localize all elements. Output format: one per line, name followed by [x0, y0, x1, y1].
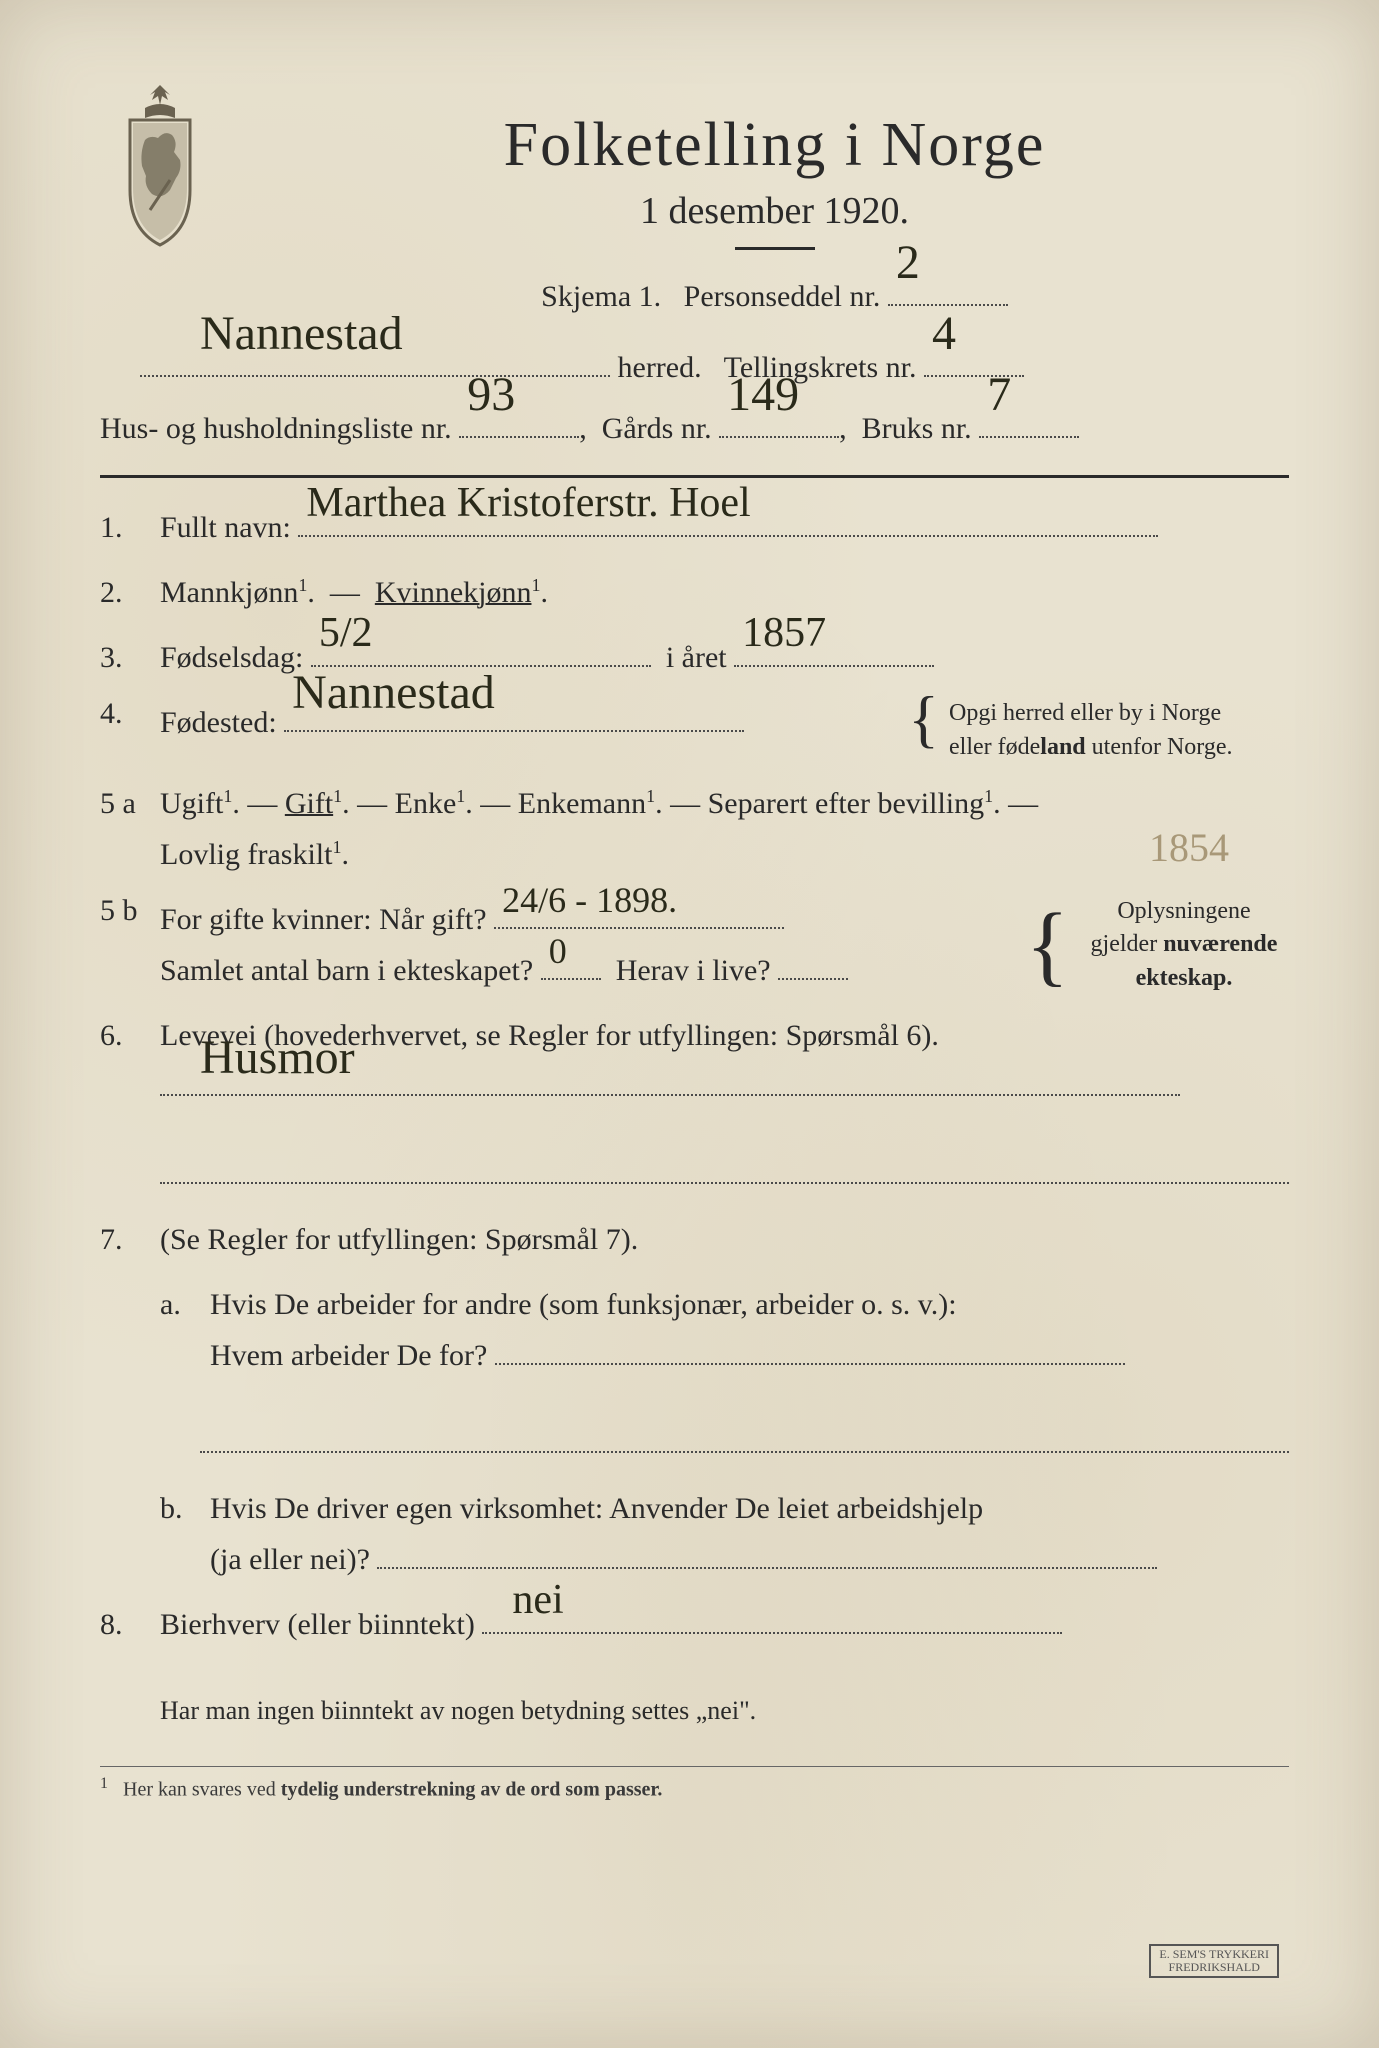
q2: 2. Mannkjønn1. — Kvinnekjønn1.	[100, 567, 1289, 618]
q2-num: 2.	[100, 576, 160, 610]
q7-label: (Se Regler for utfyllingen: Spørsmål 7).	[160, 1223, 638, 1256]
census-form-page: Folketelling i Norge 1 desember 1920. Sk…	[0, 0, 1379, 2048]
q5a-gift: Gift	[285, 787, 333, 820]
q4-brace: {	[908, 697, 939, 742]
q5b-val-b: 0	[549, 921, 567, 982]
personseddel-label: Personseddel nr.	[684, 280, 881, 313]
bruks-label: Bruks nr.	[862, 412, 972, 445]
q5b-brace: {	[1026, 914, 1069, 977]
title-block: Folketelling i Norge 1 desember 1920. Sk…	[260, 80, 1289, 329]
q5a-enkemann: Enkemann	[518, 787, 646, 820]
q5a-enke: Enke	[395, 787, 457, 820]
q3-label: Fødselsdag:	[160, 641, 303, 674]
q4-label: Fødested:	[160, 706, 277, 739]
schema-label: Skjema 1.	[541, 280, 661, 313]
printer-line1: E. SEM'S TRYKKERI	[1159, 1948, 1269, 1961]
q3-num: 3.	[100, 641, 160, 675]
q7a-blank-line	[200, 1411, 1289, 1453]
husliste-line: Hus- og husholdningsliste nr. 93 , Gårds…	[100, 400, 1289, 457]
footnote-text-a: Her kan svares ved	[123, 1778, 281, 1800]
herred-label: herred.	[618, 351, 702, 384]
q2-kvinnekjonn: Kvinnekjønn	[375, 576, 532, 609]
q5b-val-a: 24/6 - 1898.	[502, 870, 677, 931]
herred-line: Nannestad herred. Tellingskrets nr. 4	[100, 339, 1289, 396]
q5a: 5 a Ugift1. — Gift1. — Enke1. — Enkemann…	[100, 778, 1289, 880]
norwegian-coat-of-arms	[100, 80, 220, 250]
q8-num: 8.	[100, 1608, 160, 1642]
footnote-num: 1	[100, 1775, 108, 1792]
tellingskrets-value: 4	[932, 288, 956, 379]
q6-value: Husmor	[200, 1017, 355, 1099]
q1-num: 1.	[100, 511, 160, 545]
gards-value: 149	[727, 349, 799, 440]
q8: 8. Bierhverv (eller biinntekt) nei	[100, 1599, 1289, 1650]
q5a-separert: Separert efter bevilling	[708, 787, 985, 820]
q7b-text2: (ja eller nei)?	[210, 1543, 370, 1576]
q5b: 5 b For gifte kvinner: Når gift? 24/6 - …	[100, 894, 1289, 996]
q2-mannkjonn: Mannkjønn	[160, 576, 298, 609]
q7: 7. (Se Regler for utfyllingen: Spørsmål …	[100, 1214, 1289, 1265]
q7-num: 7.	[100, 1223, 160, 1257]
crest-svg	[100, 80, 220, 250]
printer-stamp: E. SEM'S TRYKKERI FREDRIKSHALD	[1149, 1944, 1279, 1978]
q4-side-c: utenfor Norge.	[1086, 734, 1233, 760]
q5b-label-a: For gifte kvinner: Når gift?	[160, 903, 487, 936]
q3: 3. Fødselsdag: 5/2 i året 1857	[100, 632, 1289, 683]
schema-line: Skjema 1. Personseddel nr. 2	[260, 268, 1289, 325]
herred-value: Nannestad	[200, 288, 403, 379]
q3-year: 1857	[742, 598, 826, 669]
q4: 4. Fødested: Nannestad { Opgi herred ell…	[100, 697, 1289, 764]
q7b: b. Hvis De driver egen virksomhet: Anven…	[160, 1483, 1289, 1585]
q4-num: 4.	[100, 697, 160, 731]
q7a-num: a.	[160, 1288, 210, 1322]
q5b-label-b: Samlet antal barn i ekteskapet?	[160, 954, 533, 987]
q1-label: Fullt navn:	[160, 511, 291, 544]
personseddel-value: 2	[896, 217, 920, 308]
q6-blank-line	[160, 1142, 1289, 1184]
q6-num: 6.	[100, 1019, 160, 1053]
q7b-text1: Hvis De driver egen virksomhet: Anvender…	[210, 1492, 983, 1525]
q5a-num: 5 a	[100, 787, 160, 821]
q4-side-b: eller føde	[949, 734, 1040, 760]
q8-value: nei	[512, 1565, 563, 1636]
q5a-ugift: Ugift	[160, 787, 223, 820]
q7b-num: b.	[160, 1492, 210, 1526]
husliste-label: Hus- og husholdningsliste nr.	[100, 412, 452, 445]
bruks-value: 7	[987, 349, 1011, 440]
gards-label: Gårds nr.	[602, 412, 712, 445]
q5a-pencil-note: 1854	[1149, 824, 1229, 871]
q1-value: Marthea Kristoferstr. Hoel	[306, 468, 750, 539]
q7a: a. Hvis De arbeider for andre (som funks…	[160, 1279, 1289, 1381]
subtitle: 1 desember 1920.	[260, 189, 1289, 233]
q7a-text2: Hvem arbeider De for?	[210, 1339, 487, 1372]
q2-sup2: 1	[531, 575, 540, 595]
q7a-text1: Hvis De arbeider for andre (som funksjon…	[210, 1288, 957, 1321]
husliste-value: 93	[467, 349, 515, 440]
printer-line2: FREDRIKSHALD	[1159, 1961, 1269, 1974]
q4-side-b-bold: land	[1040, 734, 1085, 760]
q5b-sidenote: Oplysningene gjelder nuværende ekteskap.	[1079, 895, 1289, 996]
q1: 1. Fullt navn: Marthea Kristoferstr. Hoe…	[100, 502, 1289, 553]
title-divider	[735, 247, 815, 250]
q3-year-label: i året	[666, 641, 727, 674]
q4-value: Nannestad	[292, 652, 495, 734]
q8-label: Bierhverv (eller biinntekt)	[160, 1608, 475, 1641]
q5b-num: 5 b	[100, 894, 160, 928]
footnote: 1 Her kan svares ved tydelig understrekn…	[100, 1766, 1289, 1802]
q5b-side-a: Oplysningene	[1117, 898, 1250, 924]
q4-side-a: Opgi herred eller by i Norge	[949, 700, 1221, 726]
main-title: Folketelling i Norge	[260, 110, 1289, 181]
q6: 6. Levevei (hovederhvervet, se Regler fo…	[100, 1010, 1289, 1112]
q5a-fraskilt: Lovlig fraskilt	[160, 838, 332, 871]
footnote-text-bold: tydelig understrekning av de ord som pas…	[281, 1778, 663, 1800]
q2-sup1: 1	[298, 575, 307, 595]
q4-sidenote: Opgi herred eller by i Norge eller fødel…	[949, 697, 1289, 764]
q8-note: Har man ingen biinntekt av nogen betydni…	[160, 1686, 1289, 1735]
q5b-side-b: gjelder	[1091, 931, 1164, 957]
q5b-label-c: Herav i live?	[616, 954, 771, 987]
